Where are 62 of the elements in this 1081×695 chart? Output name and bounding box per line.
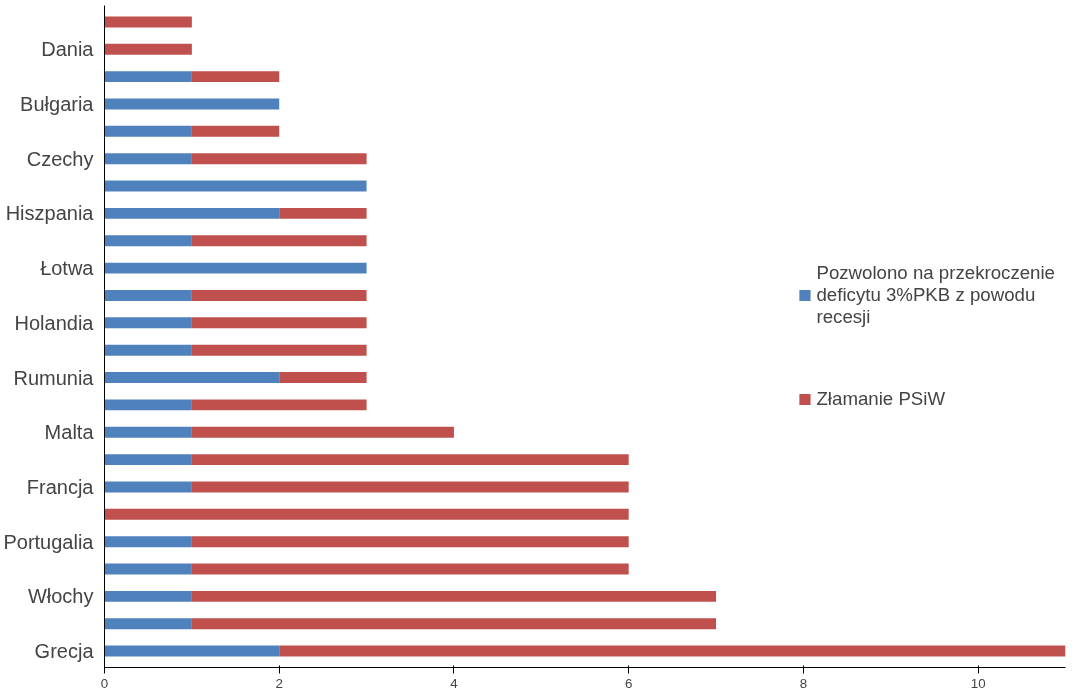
- bar: [279, 207, 367, 219]
- y-tick-label: Rumunia: [13, 366, 95, 389]
- bar: [104, 344, 192, 356]
- y-tick-label: Dania: [41, 38, 95, 61]
- bar: [104, 235, 192, 247]
- bar: [191, 317, 367, 329]
- bar: [191, 125, 280, 137]
- bar: [104, 563, 192, 575]
- y-tick-label: Holandia: [14, 311, 95, 334]
- bar: [191, 426, 454, 438]
- y-tick-label: Malta: [44, 421, 95, 444]
- bar: [104, 454, 192, 466]
- bar: [104, 399, 192, 411]
- bar: [104, 98, 280, 110]
- x-tick-label: 8: [799, 675, 808, 691]
- bar: [104, 16, 192, 28]
- y-tick-label: Hiszpania: [5, 202, 95, 225]
- x-tick-label: 0: [100, 675, 109, 691]
- bar: [191, 536, 629, 548]
- y-tick-label: Łotwa: [40, 257, 95, 280]
- bar: [104, 536, 192, 548]
- bar: [191, 235, 367, 247]
- bar: [104, 43, 192, 55]
- bar: [191, 563, 629, 575]
- y-tick-label: Francja: [26, 475, 95, 498]
- y-tick-label: Bułgaria: [20, 92, 95, 115]
- x-tick-label: 6: [624, 675, 633, 691]
- y-tick-label: Czechy: [26, 147, 94, 170]
- x-tick-label: 10: [970, 675, 986, 691]
- bar: [191, 344, 367, 356]
- bar: [104, 590, 192, 602]
- bar: [104, 426, 192, 438]
- bar: [191, 71, 280, 83]
- x-tick-label: 2: [275, 675, 283, 691]
- bar: [104, 618, 192, 630]
- bar: [104, 481, 192, 493]
- bar: [191, 153, 367, 165]
- bar: [191, 590, 717, 602]
- bar: [104, 645, 280, 657]
- bar: [279, 645, 1066, 657]
- bar: [104, 508, 629, 520]
- x-tick-label: 4: [450, 675, 459, 691]
- y-tick-label: Portugalia: [3, 530, 95, 553]
- bar: [104, 372, 280, 383]
- bar: [104, 125, 192, 137]
- bar: [104, 290, 192, 301]
- bar: [191, 454, 629, 466]
- bar: [191, 399, 367, 411]
- legend-label: Pozwolono na przekroczenie deficytu 3%PKB z powodu recesji: [816, 262, 1055, 328]
- bar: [279, 372, 367, 383]
- y-tick-label: Grecja: [34, 640, 95, 663]
- bar: [104, 207, 280, 219]
- bar: [104, 262, 367, 274]
- bar: [191, 618, 717, 630]
- legend-label: Złamanie PSiW: [816, 388, 946, 410]
- bar: [104, 153, 192, 165]
- bar: [104, 317, 192, 329]
- bar: [191, 290, 367, 301]
- bar: [104, 71, 192, 83]
- y-tick-label: Włochy: [27, 585, 94, 608]
- bar: [191, 481, 629, 493]
- bar: [104, 180, 367, 192]
